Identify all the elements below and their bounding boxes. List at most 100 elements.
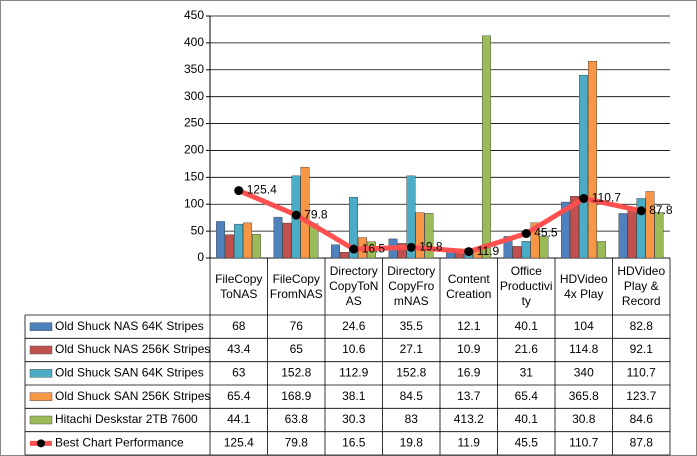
table-value: 65 bbox=[290, 342, 304, 356]
bar bbox=[216, 221, 225, 259]
bar bbox=[300, 166, 310, 259]
table-value: 84.5 bbox=[400, 389, 424, 403]
table-value: 365.8 bbox=[569, 389, 599, 403]
table-value: 63 bbox=[232, 366, 246, 380]
bar bbox=[530, 222, 540, 259]
marker bbox=[464, 247, 474, 257]
y-tick-label: 150 bbox=[184, 170, 204, 184]
bar bbox=[406, 175, 416, 259]
table-value: 114.8 bbox=[569, 342, 598, 356]
table-value: 76 bbox=[290, 319, 304, 333]
bar bbox=[588, 61, 597, 259]
table-value: 31 bbox=[520, 366, 534, 380]
data-label: 125.4 bbox=[247, 183, 277, 197]
table-value: 19.8 bbox=[400, 436, 424, 450]
bar bbox=[503, 236, 513, 259]
marker bbox=[406, 242, 416, 252]
bar bbox=[570, 196, 579, 259]
y-tick-label: 450 bbox=[184, 8, 204, 22]
data-label: 11.9 bbox=[477, 244, 500, 258]
legend-key bbox=[29, 415, 53, 425]
bar bbox=[512, 246, 522, 259]
table-value: 40.1 bbox=[515, 412, 539, 426]
table-value: 16.9 bbox=[457, 366, 481, 380]
bar bbox=[273, 216, 283, 259]
bar bbox=[521, 241, 531, 259]
bar bbox=[618, 213, 628, 259]
x-tick-label: FileCopyToNAS bbox=[215, 271, 263, 301]
table-value: 82.8 bbox=[630, 319, 654, 333]
bar bbox=[243, 222, 252, 259]
legend-key bbox=[37, 439, 45, 448]
table-value: 10.9 bbox=[457, 342, 481, 356]
marker bbox=[234, 186, 244, 196]
marker bbox=[291, 210, 301, 220]
table-value: 65.4 bbox=[227, 389, 251, 403]
bar bbox=[252, 234, 261, 259]
marker bbox=[636, 206, 646, 216]
table-value: 87.8 bbox=[630, 436, 654, 450]
legend-key bbox=[29, 369, 53, 378]
table-value: 63.8 bbox=[285, 412, 309, 426]
data-label: 110.7 bbox=[592, 191, 621, 205]
legend-label: Old Shuck SAN 256K Stripes bbox=[55, 389, 210, 403]
bar bbox=[397, 243, 407, 259]
table-value: 13.7 bbox=[457, 389, 481, 403]
line bbox=[237, 188, 642, 255]
x-tick-label: Office Productivity bbox=[499, 264, 553, 308]
table-value: 110.7 bbox=[627, 366, 656, 380]
bar bbox=[645, 191, 655, 259]
table-value: 30.3 bbox=[342, 412, 366, 426]
table-value: 110.7 bbox=[569, 436, 598, 450]
x-tick-label: HDVideo Play & Record bbox=[617, 264, 666, 308]
x-tick-label: HDVideo 4x Play bbox=[559, 271, 608, 301]
table-value: 92.1 bbox=[630, 342, 654, 356]
y-tick-label: 50 bbox=[191, 223, 205, 237]
bar bbox=[340, 252, 349, 259]
data-label: 16.5 bbox=[362, 241, 386, 255]
table-value: 340 bbox=[574, 366, 594, 380]
data-label: 19.8 bbox=[419, 240, 443, 254]
bar bbox=[654, 212, 664, 259]
table-value: 16.5 bbox=[342, 436, 366, 450]
table-value: 68 bbox=[232, 319, 246, 333]
y-tick-label: 250 bbox=[184, 116, 204, 130]
legend-label: Hitachi Deskstar 2TB 7600 bbox=[55, 412, 198, 426]
table-value: 38.1 bbox=[342, 389, 366, 403]
table-value: 123.7 bbox=[626, 389, 656, 403]
bar bbox=[282, 222, 292, 259]
table-value: 104 bbox=[574, 319, 594, 333]
bar bbox=[225, 234, 234, 259]
bar bbox=[331, 244, 340, 259]
x-tick-label: Content Creation bbox=[446, 271, 492, 301]
y-tick-label: 100 bbox=[184, 196, 204, 210]
table-value: 152.8 bbox=[396, 366, 426, 380]
marker bbox=[521, 229, 531, 239]
bar bbox=[482, 35, 491, 259]
table-value: 125.4 bbox=[224, 436, 254, 450]
table-value: 83 bbox=[405, 412, 419, 426]
x-tick-label: DirectoryCopyFromNAS bbox=[387, 264, 436, 308]
legend-key bbox=[29, 392, 53, 401]
table-value: 40.1 bbox=[515, 319, 539, 333]
table-value: 84.6 bbox=[630, 412, 654, 426]
bar bbox=[579, 74, 588, 259]
bar bbox=[234, 223, 243, 259]
table-value: 30.8 bbox=[572, 412, 596, 426]
data-label: 79.8 bbox=[304, 207, 328, 221]
table-value: 413.2 bbox=[454, 412, 484, 426]
legend-label: Old Shuck SAN 64K Stripes bbox=[55, 366, 204, 380]
table-value: 45.5 bbox=[515, 436, 539, 450]
bar bbox=[349, 197, 358, 259]
y-tick-label: 350 bbox=[184, 62, 204, 76]
marker bbox=[579, 193, 589, 203]
x-tick-label: DirectoryCopyToNAS bbox=[329, 264, 379, 308]
table-value: 65.4 bbox=[515, 389, 539, 403]
table-value: 168.9 bbox=[281, 389, 311, 403]
bar bbox=[627, 208, 637, 259]
bar bbox=[539, 236, 549, 259]
table-value: 35.5 bbox=[400, 319, 424, 333]
data-label: 87.8 bbox=[649, 203, 673, 217]
